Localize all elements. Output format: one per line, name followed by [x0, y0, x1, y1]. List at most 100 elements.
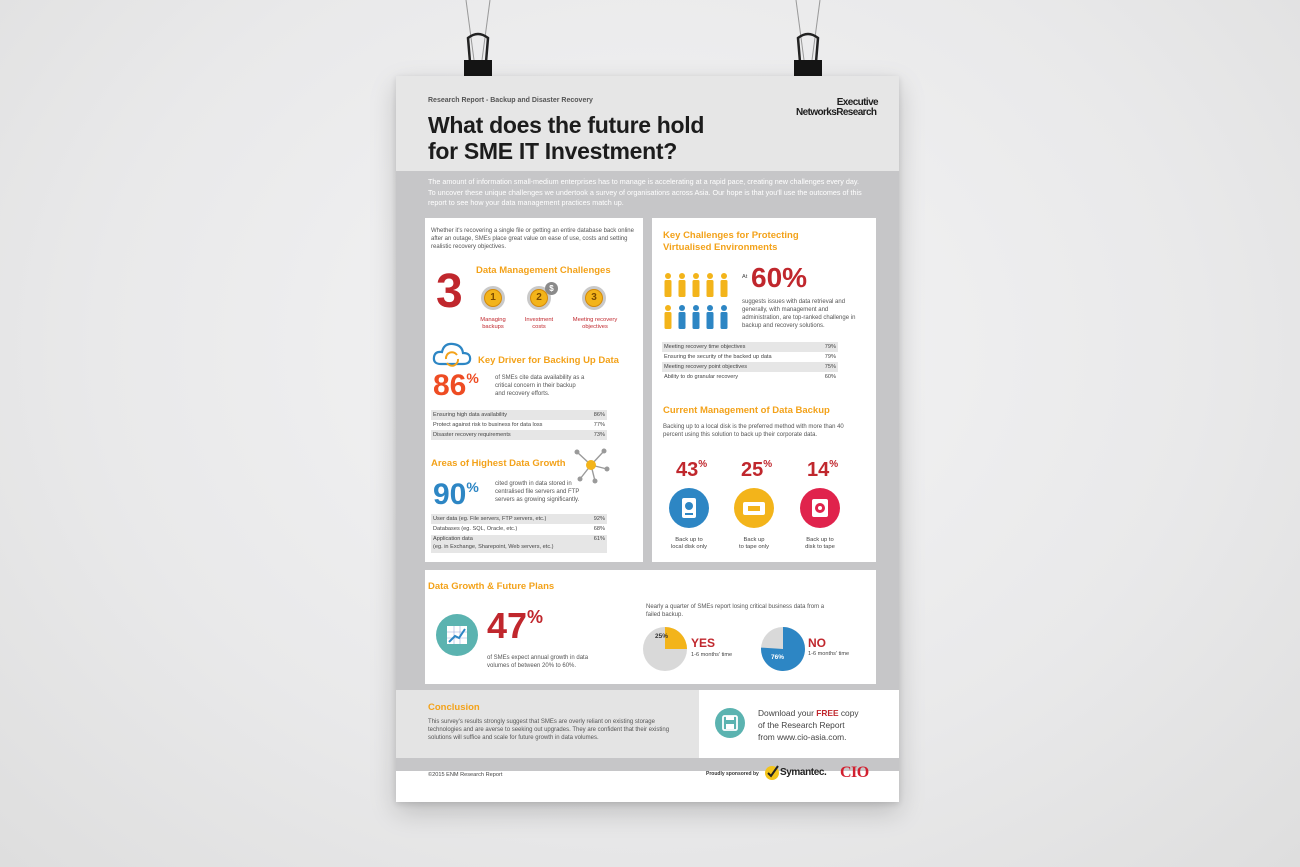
mgmt-item-3-pct: %	[829, 459, 839, 470]
conclusion-panel: Conclusion This survey's results strongl…	[396, 690, 699, 758]
challenge-3-number: 3	[585, 289, 603, 307]
driver-description: of SMEs cite data availability as a crit…	[495, 375, 585, 397]
local-disk-icon	[669, 488, 709, 528]
mgmt-item-3-label: Back up to disk to tape	[790, 537, 850, 551]
mgmt-item-2-label-l1: Back up	[743, 537, 765, 543]
dollar-icon: $	[545, 282, 558, 295]
virt-at: At	[742, 274, 748, 280]
download-l1-post: copy	[838, 708, 859, 718]
challenge-3-label-l2: objectives	[582, 323, 608, 330]
challenges-big-number: 3	[436, 265, 463, 318]
virt-row-1-value: 79%	[824, 344, 836, 350]
challenge-2-label: Investment costs	[513, 317, 565, 330]
yes-sub: 1-6 months' time	[691, 652, 733, 658]
download-text[interactable]: Download your FREE copy of the Research …	[758, 707, 859, 743]
mgmt-item-1-value: 43%	[676, 459, 708, 481]
yes-pie-chart	[643, 627, 687, 671]
right-panel: Key Challenges for Protecting Virtualise…	[652, 218, 876, 562]
intro-paragraph: The amount of information small-medium e…	[428, 177, 862, 207]
growth-row-2-value: 68%	[593, 526, 605, 532]
challenge-3-label: Meeting recovery objectives	[565, 317, 625, 330]
no-pct-label: 76%	[771, 654, 785, 661]
growth-areas-heading: Areas of Highest Data Growth	[431, 458, 566, 469]
left-intro: Whether it's recovering a single file or…	[431, 228, 634, 250]
growth-row-3-label2: (eg. in Exchange, Sharepoint, Web server…	[433, 544, 554, 550]
growth-plans-big-number: 47%	[487, 608, 543, 644]
download-link[interactable]: from www.cio-asia.com.	[758, 732, 847, 742]
mgmt-description: Backing up to a local disk is the prefer…	[663, 424, 844, 438]
symantec-logo: Symantec.	[780, 767, 827, 778]
virt-row-4-value: 60%	[824, 374, 836, 380]
title-line-1: What does the future hold	[428, 112, 705, 138]
challenge-1-label-l2: backups	[482, 323, 504, 330]
driver-row-3: Disaster recovery requirements 73%	[431, 430, 607, 440]
growth-row-2-label: Databases (eg. SQL, Oracle, etc.)	[433, 526, 518, 532]
mgmt-item-3-label-l1: Back up to	[806, 537, 834, 543]
virt-row-4: Ability to do granular recovery 60%	[662, 372, 838, 382]
growth-row-3-label: Application data	[433, 536, 473, 542]
download-panel[interactable]: Download your FREE copy of the Research …	[699, 690, 899, 758]
download-l1-pre: Download your	[758, 708, 817, 718]
no-pie-chart	[760, 627, 805, 671]
download-l2: of the Research Report	[758, 720, 845, 730]
growth-big-number: 90%	[433, 480, 479, 510]
challenge-3-label-l1: Meeting recovery	[572, 317, 618, 323]
mgmt-item-1-pct: %	[698, 459, 708, 470]
virt-description: suggests issues with data retrieval and …	[742, 299, 856, 329]
driver-big-number: 86%	[433, 371, 479, 401]
logo-line-1: Executive	[836, 97, 879, 108]
virt-row-4-label: Ability to do granular recovery	[664, 374, 738, 380]
virt-row-3-label: Meeting recovery point objectives	[664, 364, 748, 370]
mgmt-item-1-label: Back up to local disk only	[659, 537, 719, 551]
cloud-sync-icon	[432, 342, 472, 367]
no-answer: NO	[808, 636, 826, 650]
driver-row-3-value: 73%	[593, 432, 605, 438]
driver-row-1-label: Ensuring high data availability	[433, 412, 508, 418]
mgmt-item-3-num: 14	[807, 459, 830, 481]
driver-row-2-label: Protect against risk to business for dat…	[433, 422, 543, 428]
mgmt-item-3-value: 14%	[807, 459, 839, 481]
growth-plans-description: of SMEs expect annual growth in data vol…	[487, 655, 589, 669]
virt-heading-l1: Key Challenges for Protecting	[663, 230, 799, 241]
growth-description: cited growth in data stored in centralis…	[495, 481, 580, 503]
challenge-2-label-l1: Investment	[524, 317, 554, 323]
virt-row-3: Meeting recovery point objectives 75%	[662, 362, 838, 372]
virt-row-1: Meeting recovery time objectives 79%	[662, 342, 838, 352]
floppy-disk-icon	[715, 708, 745, 738]
driver-row-1: Ensuring high data availability 86%	[431, 410, 607, 420]
conclusion-heading: Conclusion	[428, 702, 480, 713]
network-nodes-icon	[574, 448, 610, 484]
virt-big-number: 60%	[751, 262, 808, 293]
challenge-1-number: 1	[484, 289, 502, 307]
mgmt-heading: Current Management of Data Backup	[663, 405, 830, 416]
growth-plans-heading: Data Growth & Future Plans	[428, 581, 555, 592]
growth-row-1-value: 92%	[593, 516, 605, 522]
cio-logo: CIO	[840, 764, 869, 781]
mgmt-item-3-label-l2: disk to tape	[805, 544, 835, 550]
title-line-2: for SME IT Investment?	[428, 138, 677, 164]
report-subtitle: Research Report - Backup and Disaster Re…	[428, 97, 593, 104]
challenge-1-label-l1: Managing	[480, 317, 506, 323]
driver-row-2: Protect against risk to business for dat…	[431, 420, 607, 430]
virt-heading: Key Challenges for Protecting Virtualise…	[663, 230, 799, 254]
yes-pct-label: 25%	[655, 633, 669, 640]
page-title: What does the future hold for SME IT Inv…	[428, 112, 704, 164]
virt-row-2-label: Ensuring the security of the backed up d…	[664, 354, 772, 360]
growth-plans-big-value: 47	[487, 605, 528, 646]
chart-growth-icon	[436, 614, 478, 656]
symantec-check-icon	[765, 765, 779, 780]
disk-to-tape-icon	[800, 488, 840, 528]
growth-row-3: Application data (eg. in Exchange, Share…	[431, 535, 607, 553]
growth-row-3-value: 61%	[593, 536, 605, 542]
mgmt-item-1-num: 43	[676, 459, 699, 481]
poster-header	[396, 76, 899, 171]
data-loss-text: Nearly a quarter of SMEs report losing c…	[646, 604, 825, 618]
enr-logo: Executive NetworksResearch	[796, 97, 879, 118]
yes-answer: YES	[691, 636, 716, 650]
mgmt-item-1-label-l1: Back up to	[675, 537, 703, 543]
mgmt-item-2-pct: %	[763, 459, 773, 470]
driver-heading: Key Driver for Backing Up Data	[478, 355, 619, 366]
driver-row-1-value: 86%	[593, 412, 605, 418]
growth-row-1: User data (eg. File servers, FTP servers…	[431, 514, 607, 524]
growth-big-pct: %	[466, 479, 479, 495]
